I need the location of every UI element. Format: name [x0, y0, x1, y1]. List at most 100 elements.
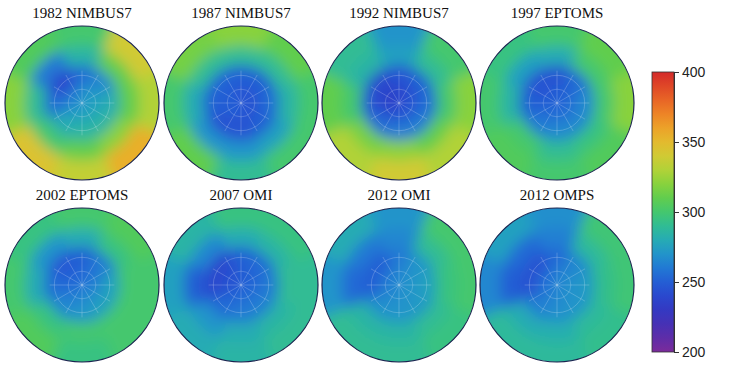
colorbar-gradient [652, 72, 674, 352]
ozone-cell [149, 125, 219, 195]
meridian [241, 71, 242, 103]
meridian [529, 269, 557, 285]
colorbar-tick: 350 [674, 134, 706, 150]
graticule [50, 253, 115, 318]
meridian [399, 75, 415, 103]
meridian [557, 285, 558, 317]
meridian [82, 285, 83, 317]
meridian [82, 103, 98, 131]
ozone-cell [263, 307, 333, 372]
colorbar-tick: 400 [674, 64, 706, 80]
meridian [241, 253, 242, 285]
meridian [213, 285, 241, 301]
meridian [541, 103, 557, 131]
meridian [82, 269, 110, 285]
meridian [399, 87, 427, 103]
map-clip [141, 3, 341, 203]
meridian [241, 269, 269, 285]
meridian [82, 257, 98, 285]
meridian [54, 285, 82, 301]
ozone-field [299, 185, 499, 372]
ozone-cell [465, 307, 535, 372]
ozone-cell [307, 307, 377, 372]
colorbar-tick-label: 350 [682, 134, 706, 150]
meridian [541, 257, 557, 285]
graticule [525, 71, 590, 136]
meridian [66, 75, 82, 103]
meridian [241, 103, 269, 119]
meridian [541, 285, 557, 313]
map-clip [299, 185, 499, 372]
ozone-cell [0, 307, 60, 372]
colorbar: 200250300350400 [652, 64, 706, 360]
meridian [82, 75, 98, 103]
meridian [82, 71, 83, 103]
meridian [557, 103, 585, 119]
meridian [241, 87, 269, 103]
meridian [383, 285, 399, 313]
meridian [557, 71, 558, 103]
meridian [82, 285, 110, 301]
meridian [383, 75, 399, 103]
meridian [383, 257, 399, 285]
ozone-cell [579, 193, 649, 263]
colorbar-tick-mark [674, 72, 679, 73]
meridian [399, 257, 415, 285]
ozone-cell [149, 11, 219, 81]
meridian [557, 285, 585, 301]
meridian [557, 285, 573, 313]
meridian [241, 103, 273, 104]
meridian [54, 103, 82, 119]
colorbar-tick-label: 300 [682, 204, 706, 220]
meridian [241, 285, 273, 286]
meridian [82, 285, 98, 313]
meridian [241, 75, 257, 103]
meridian [557, 103, 589, 104]
meridian [529, 285, 557, 301]
map-panel [141, 185, 341, 372]
ozone-cell [421, 193, 491, 263]
panel-title: 2012 OMPS [520, 187, 595, 203]
ozone-cell [263, 125, 333, 195]
panel-title: 2002 EPTOMS [36, 187, 129, 203]
ozone-cell [579, 11, 649, 81]
meridian [541, 75, 557, 103]
meridian [525, 285, 557, 286]
map-clip [0, 185, 182, 372]
meridian [209, 285, 241, 286]
meridian [371, 269, 399, 285]
meridian [367, 103, 399, 104]
ozone-cell [421, 11, 491, 81]
map-edge [5, 26, 159, 180]
ozone-field [457, 3, 657, 203]
panel-title: 1992 NIMBUS7 [349, 5, 449, 21]
ozone-cell [579, 307, 649, 372]
meridian [557, 253, 558, 285]
ozone-cell [465, 193, 535, 263]
meridian [241, 103, 257, 131]
meridian [82, 103, 110, 119]
ozone-cell [307, 11, 377, 81]
meridian [213, 87, 241, 103]
meridian [241, 257, 257, 285]
meridian [525, 103, 557, 104]
graticule [525, 253, 590, 318]
figure: 1982 NIMBUS71987 NIMBUS71992 NIMBUS71997… [0, 0, 729, 372]
meridian [225, 285, 241, 313]
map-panel [0, 3, 182, 203]
graticule [209, 253, 274, 318]
ozone-cell [104, 125, 174, 195]
ozone-cell [263, 193, 333, 263]
colorbar-tick: 200 [674, 344, 706, 360]
map-clip [0, 3, 182, 203]
ozone-field [457, 185, 657, 372]
colorbar-axis-line [675, 73, 680, 353]
meridian [54, 87, 82, 103]
map-clip [299, 3, 499, 203]
meridian [399, 103, 415, 131]
ozone-field [0, 3, 182, 203]
meridian [399, 285, 427, 301]
meridian [399, 103, 427, 119]
colorbar-tick-mark [674, 352, 679, 353]
meridian [82, 285, 114, 286]
